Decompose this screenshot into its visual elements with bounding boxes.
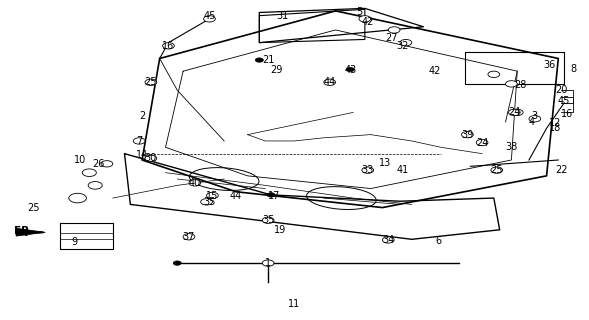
Text: 32: 32 [397,41,409,51]
Text: 35: 35 [262,215,274,225]
Text: 24: 24 [508,108,521,117]
Circle shape [491,167,502,173]
Circle shape [511,109,523,116]
Text: 35: 35 [203,197,216,207]
Text: 44: 44 [230,190,242,201]
Circle shape [508,109,520,116]
Circle shape [145,155,157,162]
Text: 7: 7 [136,136,143,146]
Text: 2: 2 [139,111,145,121]
Circle shape [462,132,474,138]
Text: 33: 33 [362,165,374,175]
Text: 21: 21 [262,55,274,65]
Text: 19: 19 [274,225,286,236]
Text: 31: 31 [277,11,289,21]
Text: 27: 27 [385,33,398,43]
Text: 24: 24 [476,138,488,148]
Text: 37: 37 [183,232,195,242]
Text: 25: 25 [491,165,503,175]
Circle shape [262,260,274,266]
Circle shape [505,81,517,87]
Circle shape [267,193,275,197]
Text: 16: 16 [163,41,174,51]
Circle shape [207,192,219,199]
Text: 8: 8 [570,64,576,74]
Text: 30: 30 [145,153,157,164]
Circle shape [189,180,201,186]
Circle shape [400,39,412,46]
Text: 22: 22 [555,164,567,174]
Text: 41: 41 [397,165,409,175]
Circle shape [529,116,541,122]
Text: 4: 4 [529,117,535,127]
Text: 25: 25 [27,203,40,213]
Text: 40: 40 [188,178,201,188]
Text: 39: 39 [461,130,474,140]
Text: 1: 1 [265,258,271,268]
Circle shape [346,68,355,72]
Circle shape [382,237,394,243]
Circle shape [255,58,263,62]
Circle shape [488,71,499,77]
Circle shape [262,217,274,223]
Text: 43: 43 [344,65,356,75]
Text: 45: 45 [558,96,570,106]
Text: 38: 38 [505,142,518,152]
Text: 44: 44 [323,77,336,87]
Text: 17: 17 [268,190,280,201]
Polygon shape [16,228,45,236]
Text: 28: 28 [514,80,527,91]
Text: 3: 3 [532,111,538,121]
Text: 25: 25 [145,77,157,87]
Text: 14: 14 [136,150,148,160]
Circle shape [324,79,336,85]
Text: 18: 18 [550,123,561,133]
Circle shape [201,199,213,205]
Circle shape [388,27,400,33]
Text: 29: 29 [271,65,283,75]
Circle shape [173,261,181,265]
Circle shape [101,161,112,167]
Text: 42: 42 [362,17,374,27]
Text: 9: 9 [72,237,78,247]
Text: 6: 6 [435,236,441,246]
Text: 34: 34 [382,235,395,245]
Circle shape [359,16,370,22]
Text: 20: 20 [555,85,567,95]
Text: 16: 16 [561,109,573,119]
Circle shape [477,140,488,146]
Text: 11: 11 [289,299,300,309]
Text: FR.: FR. [14,226,34,236]
Circle shape [362,167,373,173]
Text: 12: 12 [549,117,561,128]
Text: 13: 13 [379,158,392,168]
Text: 45: 45 [203,11,216,21]
Text: 42: 42 [429,66,441,76]
Circle shape [145,79,157,85]
Text: 15: 15 [206,190,219,201]
Circle shape [133,138,145,144]
Text: 5: 5 [356,7,362,18]
Text: 10: 10 [74,155,87,165]
Circle shape [163,43,174,49]
Text: 36: 36 [544,60,555,70]
Circle shape [183,234,195,240]
Circle shape [204,16,216,22]
Text: 26: 26 [92,159,104,169]
